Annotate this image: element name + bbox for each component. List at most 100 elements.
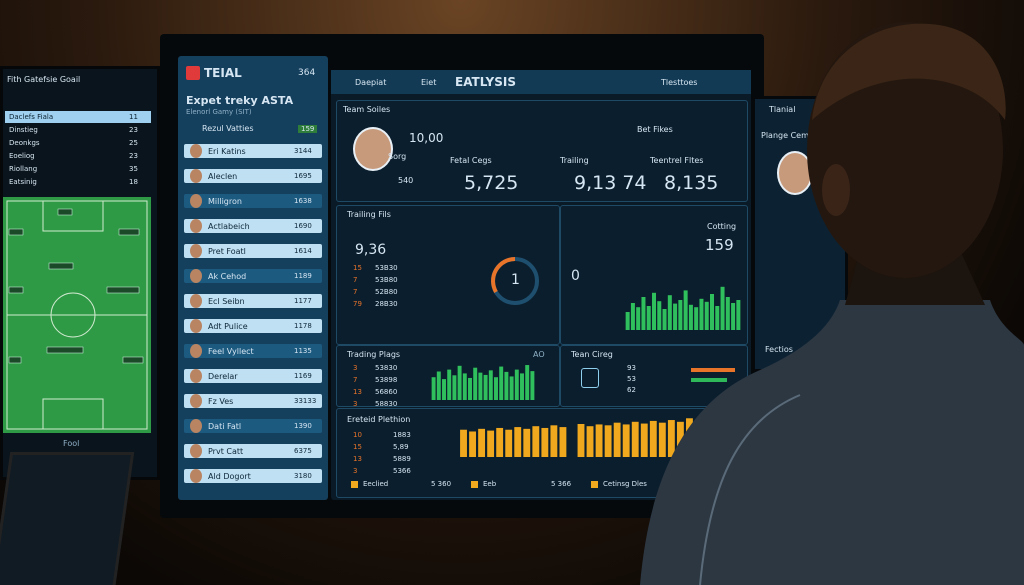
row-key: 7 bbox=[353, 376, 358, 384]
player-row[interactable] bbox=[184, 369, 322, 383]
bar bbox=[699, 298, 704, 330]
player-row[interactable] bbox=[184, 244, 322, 258]
player-value: 1638 bbox=[294, 197, 312, 205]
bar bbox=[478, 372, 483, 400]
row-value: 53B30 bbox=[375, 264, 398, 272]
bar bbox=[577, 424, 585, 457]
left-rows: Daclefs Fiala 11 Dinstieg 23 Deonkgs 25 Eoelio… bbox=[5, 111, 151, 193]
bar bbox=[720, 286, 725, 330]
row-key: 13 bbox=[353, 455, 362, 463]
bar bbox=[541, 427, 549, 457]
player-row[interactable] bbox=[184, 194, 322, 208]
row-value: 5889 bbox=[393, 455, 411, 463]
panel-title: Team Soiles bbox=[343, 105, 391, 114]
tab[interactable]: Daepiat bbox=[355, 78, 387, 87]
marker: AO bbox=[533, 350, 545, 359]
gauge-label: 0 bbox=[571, 268, 580, 284]
sidebar-subheading: Elenorl Gamy (SIT) bbox=[186, 108, 252, 116]
player-avatar bbox=[190, 244, 202, 258]
panel-title: Ereteid Plethion bbox=[347, 415, 411, 424]
left-screen: Fith Gatefsie Goail Daclefs Fiala 11 Dinst… bbox=[0, 66, 160, 480]
player-avatar bbox=[190, 169, 202, 183]
bar bbox=[478, 428, 486, 457]
bar bbox=[504, 371, 509, 400]
bar bbox=[658, 422, 666, 457]
bar bbox=[630, 303, 635, 330]
player-row[interactable] bbox=[184, 169, 322, 183]
player-row[interactable] bbox=[184, 444, 322, 458]
row-value: 18 bbox=[129, 178, 138, 186]
sidebar-heading: Expet treky ASTA bbox=[186, 94, 294, 107]
player-avatar bbox=[190, 469, 202, 483]
legend-value: 5 360 bbox=[431, 480, 452, 488]
player-value: 1169 bbox=[294, 372, 312, 380]
panel-title: Cotting bbox=[707, 222, 737, 231]
bar-chart bbox=[625, 286, 741, 330]
sidebar: TEIAL 364 Expet treky ASTA Elenorl Gamy … bbox=[178, 56, 328, 500]
bar bbox=[694, 307, 699, 330]
row-value: 53 bbox=[627, 375, 636, 383]
gauge-arc bbox=[491, 257, 516, 293]
player-row[interactable] bbox=[184, 394, 322, 408]
row-key: 3 bbox=[353, 467, 358, 475]
bar bbox=[631, 421, 639, 457]
player-avatar bbox=[190, 419, 202, 433]
card-label: Teentrel Fltes bbox=[650, 156, 704, 165]
hair bbox=[812, 23, 1006, 120]
player-name: Prvt Catt bbox=[208, 447, 244, 456]
player-value: 33133 bbox=[294, 397, 317, 405]
bar bbox=[595, 424, 603, 457]
avatar bbox=[353, 127, 393, 171]
bar bbox=[431, 377, 436, 400]
tab[interactable]: Eiet bbox=[421, 78, 437, 87]
player-row[interactable] bbox=[184, 419, 322, 433]
bar bbox=[514, 369, 519, 400]
trailing-rows: 15 53B30 7 53B80 7 52B80 79 28B30 bbox=[353, 264, 423, 334]
filter-count: 159 bbox=[298, 125, 318, 133]
legend-swatch bbox=[471, 481, 478, 488]
row-name: Deonkgs bbox=[9, 139, 40, 147]
panel-title: Trading Plags bbox=[347, 350, 401, 359]
left-footer: Fool bbox=[63, 439, 80, 448]
row-key: 7 bbox=[353, 288, 358, 296]
pitch bbox=[3, 197, 151, 433]
team-stats: Team Soiles Bet Fikes 10,00 bbox=[336, 100, 748, 202]
bar bbox=[473, 367, 478, 400]
player-markers bbox=[8, 208, 144, 364]
player-name: Actlabeich bbox=[208, 222, 250, 231]
filter[interactable]: Rezul Vatties bbox=[202, 124, 254, 133]
row-value: 23 bbox=[129, 126, 138, 134]
bar bbox=[704, 301, 709, 330]
player-name: Feel Vyllect bbox=[208, 347, 254, 356]
card-icon bbox=[581, 368, 599, 388]
bar bbox=[550, 425, 558, 457]
legend-swatch bbox=[351, 481, 358, 488]
card-label: Sorg bbox=[388, 152, 407, 161]
player-row[interactable] bbox=[184, 269, 322, 283]
row-value: 53830 bbox=[375, 364, 398, 372]
row-value: 25 bbox=[129, 139, 138, 147]
player-value: 1189 bbox=[294, 272, 312, 280]
player-row[interactable] bbox=[184, 469, 322, 483]
header-bar bbox=[331, 70, 751, 94]
bar bbox=[667, 295, 672, 330]
trading-rows: 3 53830 7 53898 13 56860 3 58830 bbox=[353, 364, 423, 408]
player-row[interactable] bbox=[184, 294, 322, 308]
row-key: 15 bbox=[353, 443, 362, 451]
row-value: 35 bbox=[129, 165, 138, 173]
player-row[interactable] bbox=[184, 219, 322, 233]
bar bbox=[683, 290, 688, 330]
player-row[interactable] bbox=[184, 144, 322, 158]
player-value: 1135 bbox=[294, 347, 312, 355]
player-avatar bbox=[190, 294, 202, 308]
trading-panel: Trading Plags AO 3 53830 7 53898 13 56860 3 588… bbox=[336, 345, 560, 408]
bar bbox=[442, 379, 446, 400]
player-list: Eri Katins 3144 Aleclen 1695 Milligron 1638 Ac… bbox=[184, 144, 322, 496]
row-value: 62 bbox=[627, 386, 636, 394]
player-row[interactable] bbox=[184, 344, 322, 358]
player-row[interactable] bbox=[184, 319, 322, 333]
bar bbox=[649, 420, 657, 457]
filter[interactable]: Bet Fikes bbox=[637, 125, 673, 134]
shoulders bbox=[640, 300, 1024, 585]
header-search[interactable]: Tlesttoes bbox=[661, 78, 698, 87]
